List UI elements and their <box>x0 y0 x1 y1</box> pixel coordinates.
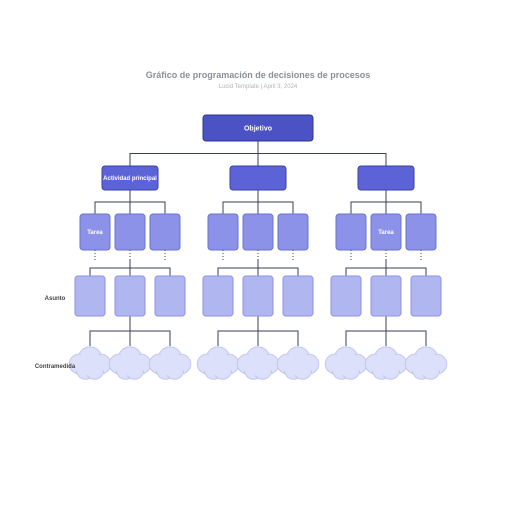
node-asunto-0-2 <box>155 276 185 316</box>
node-asunto-2-0 <box>331 276 361 316</box>
connector <box>130 190 165 214</box>
diagram-canvas: Gráfico de programación de decisiones de… <box>0 0 516 516</box>
node-contramedida-0-1 <box>109 347 150 379</box>
connector <box>386 260 426 276</box>
connector <box>346 260 386 276</box>
node-contramedida-2-2 <box>405 347 446 379</box>
connector <box>223 190 258 214</box>
connector <box>346 316 386 346</box>
node-actividad-2 <box>358 166 414 190</box>
node-asunto-2-2 <box>411 276 441 316</box>
node-asunto-1-0 <box>203 276 233 316</box>
node-contramedida-0-0 <box>69 347 110 379</box>
node-asunto-1-2 <box>283 276 313 316</box>
node-actividad-label-0: Actividad principal <box>103 176 157 182</box>
node-tarea-2-0 <box>336 214 366 250</box>
row-label-asunto: Asunto <box>45 296 66 302</box>
node-contramedida-2-1 <box>365 347 406 379</box>
connector <box>130 141 258 166</box>
connector <box>218 316 258 346</box>
row-label-contramedida: Contramedida <box>35 364 76 370</box>
node-contramedida-2-0 <box>325 347 366 379</box>
node-tarea-label-0-0: Tarea <box>87 230 103 236</box>
connector <box>351 190 386 214</box>
node-tarea-0-1 <box>115 214 145 250</box>
node-objetivo-label: Objetivo <box>244 126 272 133</box>
connector <box>130 260 170 276</box>
node-contramedida-0-2 <box>149 347 190 379</box>
node-tarea-2-2 <box>406 214 436 250</box>
connector <box>90 316 130 346</box>
connector <box>258 190 293 214</box>
node-asunto-1-1 <box>243 276 273 316</box>
diagram-subtitle: Lucid Template | April 3, 2024 <box>219 84 298 90</box>
connector <box>258 260 298 276</box>
connector <box>218 260 258 276</box>
connector <box>90 260 130 276</box>
node-tarea-1-1 <box>243 214 273 250</box>
node-asunto-0-0 <box>75 276 105 316</box>
node-asunto-0-1 <box>115 276 145 316</box>
connector <box>95 190 130 214</box>
node-contramedida-1-2 <box>277 347 318 379</box>
connector <box>130 316 170 346</box>
node-contramedida-1-0 <box>197 347 238 379</box>
node-tarea-1-0 <box>208 214 238 250</box>
node-tarea-0-2 <box>150 214 180 250</box>
connector <box>386 316 426 346</box>
connector <box>258 141 386 166</box>
connector <box>258 316 298 346</box>
connector <box>386 190 421 214</box>
node-asunto-2-1 <box>371 276 401 316</box>
node-contramedida-1-1 <box>237 347 278 379</box>
node-tarea-1-2 <box>278 214 308 250</box>
node-tarea-label-2-1: Tarea <box>378 230 394 236</box>
diagram-title: Gráfico de programación de decisiones de… <box>146 70 371 80</box>
node-actividad-1 <box>230 166 286 190</box>
